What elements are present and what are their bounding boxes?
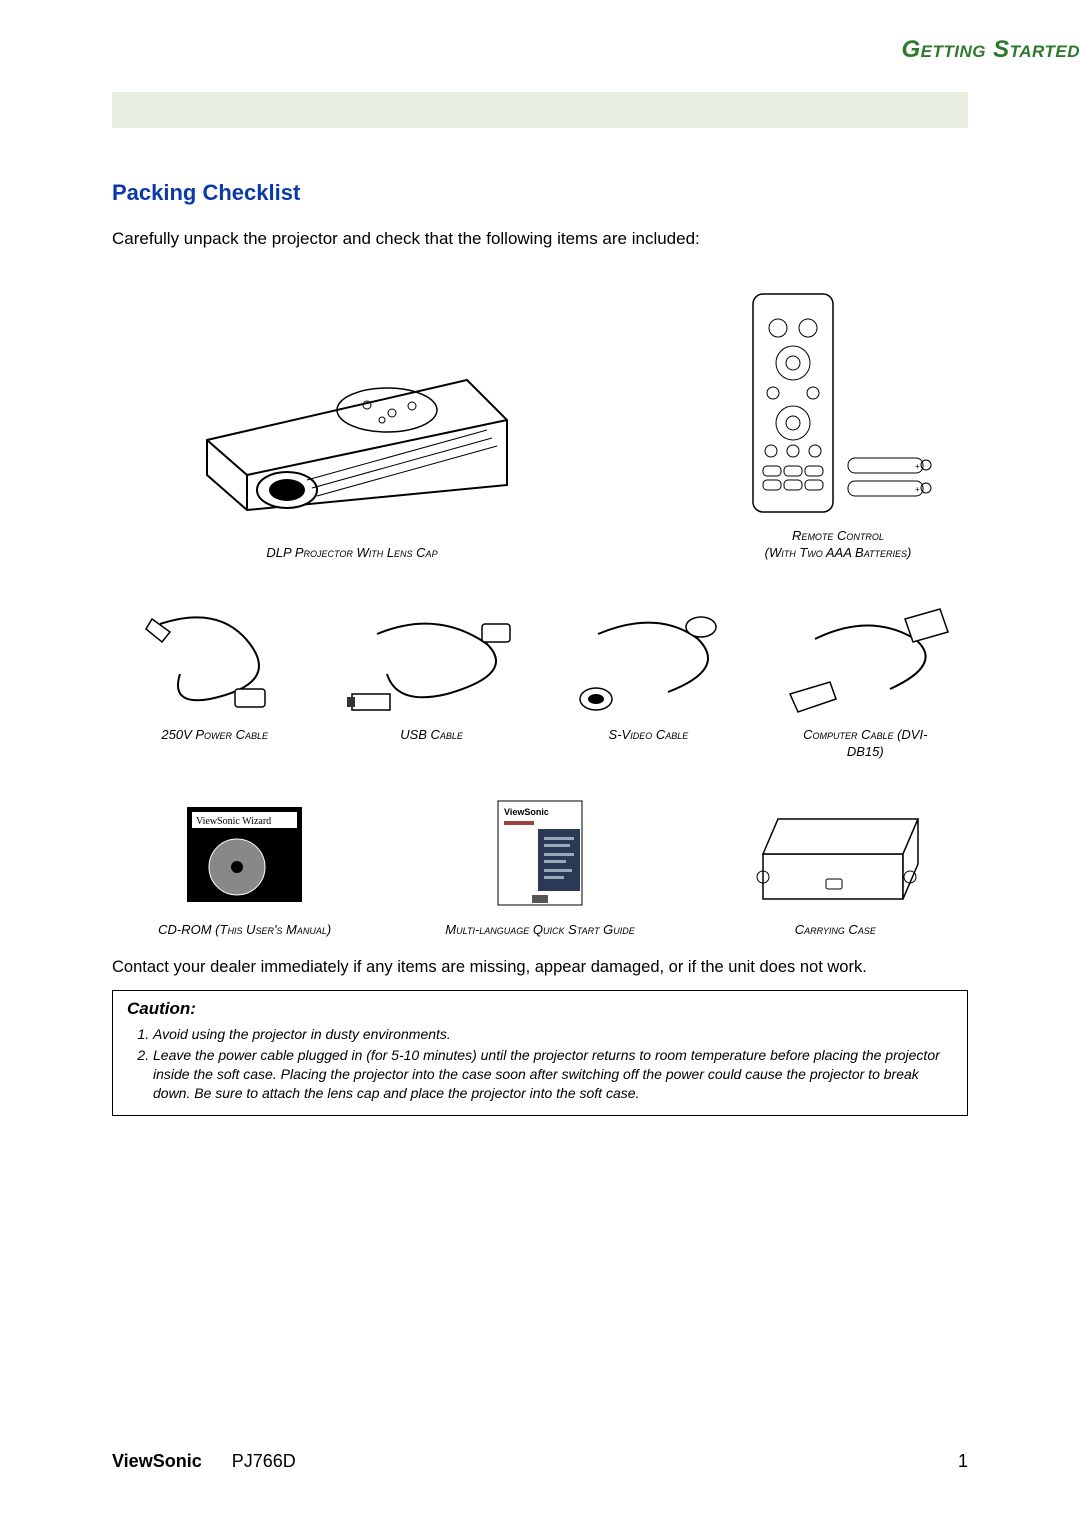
header-bar (112, 92, 968, 128)
caution-item: Avoid using the projector in dusty envir… (153, 1025, 953, 1044)
case-caption: Carrying Case (703, 922, 968, 939)
power-cable-caption: 250V Power Cable (112, 727, 317, 744)
projector-caption: DLP Projector With Lens Cap (112, 545, 592, 562)
item-usb-cable: USB Cable (329, 602, 534, 761)
cdrom-caption: CD-ROM (This User's Manual) (112, 922, 377, 939)
item-remote: + + Remote Control (With Two AAA Batteri… (708, 288, 968, 562)
item-case: Carrying Case (703, 797, 968, 939)
item-projector: DLP Projector With Lens Cap (112, 305, 592, 562)
intro-text: Carefully unpack the projector and check… (112, 228, 968, 250)
case-icon (748, 799, 923, 909)
computer-cable-icon (780, 604, 950, 714)
guide-caption: Multi-language Quick Start Guide (407, 922, 672, 939)
packing-items: DLP Projector With Lens Cap (112, 288, 968, 938)
footer: ViewSonic PJ766D 1 (112, 1451, 968, 1472)
svg-text:+: + (915, 485, 920, 494)
caution-item: Leave the power cable plugged in (for 5-… (153, 1046, 953, 1103)
svg-text:ViewSonic Wizard: ViewSonic Wizard (196, 816, 271, 827)
section-title: Packing Checklist (112, 180, 968, 206)
item-computer-cable: Computer Cable (DVI- DB15) (763, 602, 968, 761)
item-power-cable: 250V Power Cable (112, 602, 317, 761)
caution-title: Caution: (127, 999, 953, 1019)
cdrom-icon: ViewSonic Wizard (182, 799, 307, 909)
svg-text:+: + (915, 462, 920, 471)
svideo-cable-icon (568, 604, 728, 714)
usb-cable-icon (347, 604, 517, 714)
usb-cable-caption: USB Cable (329, 727, 534, 744)
footer-page: 1 (958, 1451, 968, 1472)
guide-icon: ViewSonic (490, 797, 590, 912)
svideo-cable-caption: S-Video Cable (546, 727, 751, 744)
remote-icon: + + (743, 288, 933, 518)
remote-caption: Remote Control (With Two AAA Batteries) (708, 528, 968, 562)
item-guide: ViewSonic Multi-language Quick Start Gui… (407, 797, 672, 939)
item-svideo-cable: S-Video Cable (546, 602, 751, 761)
power-cable-icon (140, 604, 290, 714)
caution-box: Caution: Avoid using the projector in du… (112, 990, 968, 1116)
post-text: Contact your dealer immediately if any i… (112, 957, 968, 978)
projector-icon (167, 310, 537, 530)
footer-brand: ViewSonic (112, 1451, 202, 1472)
item-cdrom: ViewSonic Wizard CD-ROM (This User's Man… (112, 797, 377, 939)
computer-cable-caption: Computer Cable (DVI- DB15) (763, 727, 968, 761)
svg-text:ViewSonic: ViewSonic (504, 807, 549, 817)
chapter-title: Getting Started (901, 36, 1080, 64)
caution-list: Avoid using the projector in dusty envir… (127, 1025, 953, 1103)
footer-model: PJ766D (232, 1451, 296, 1472)
